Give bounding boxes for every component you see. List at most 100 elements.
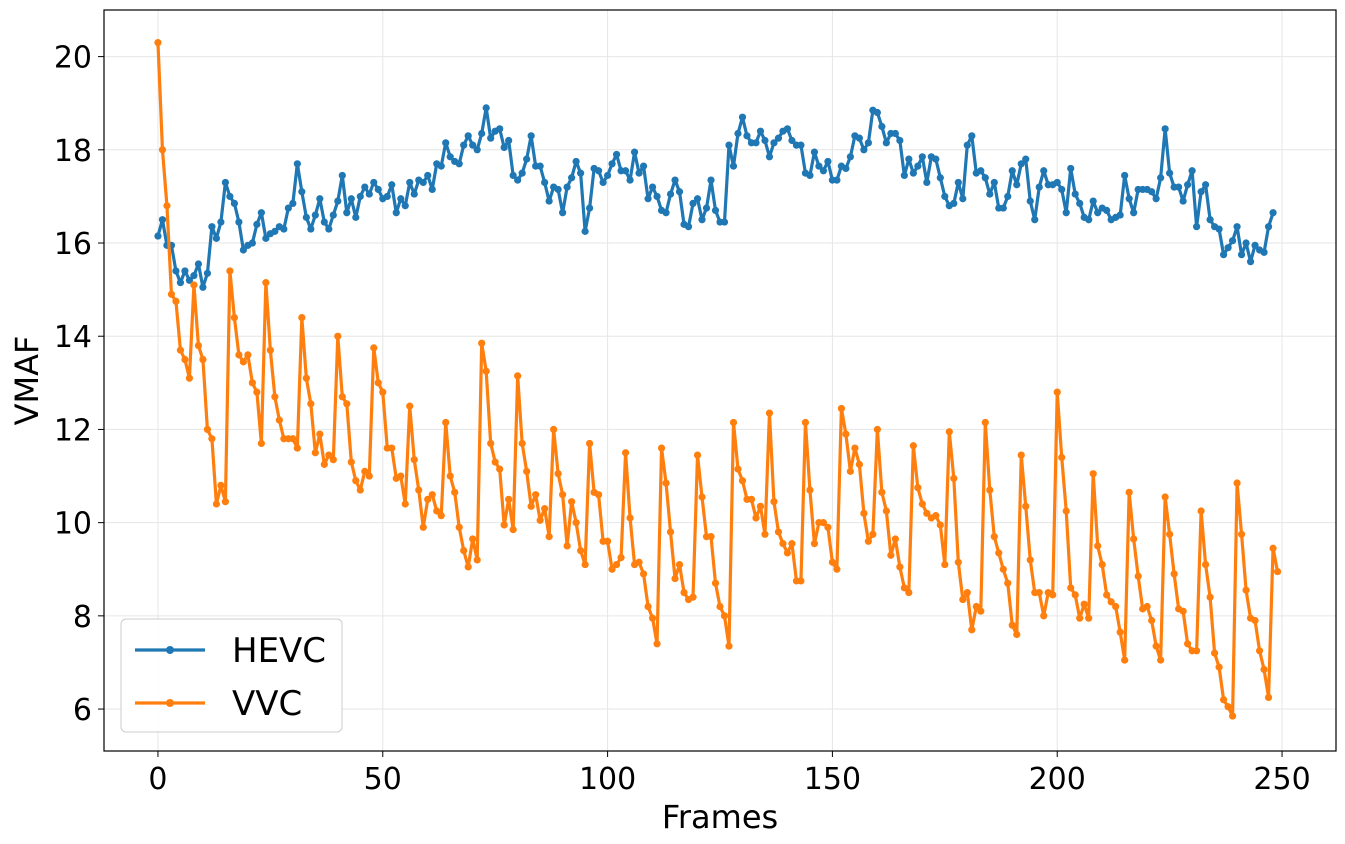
vvc-point bbox=[289, 435, 297, 443]
x-tick-label: 250 bbox=[1253, 762, 1310, 797]
vvc-point bbox=[325, 451, 333, 459]
vvc-point bbox=[896, 563, 904, 571]
hevc-point bbox=[860, 146, 868, 154]
vvc-point bbox=[1089, 470, 1097, 478]
vvc-point bbox=[1026, 556, 1034, 564]
vvc-point bbox=[320, 460, 328, 468]
vvc-point bbox=[410, 456, 418, 464]
vvc-point bbox=[1233, 479, 1241, 487]
hevc-point bbox=[514, 176, 522, 184]
vvc-point bbox=[586, 439, 594, 448]
hevc-point bbox=[914, 162, 922, 170]
vvc-point bbox=[797, 577, 805, 585]
vvc-point bbox=[644, 602, 652, 611]
hevc-point bbox=[1076, 199, 1084, 208]
vvc-point bbox=[671, 574, 679, 583]
hevc-point bbox=[158, 216, 167, 224]
vvc-point bbox=[729, 418, 738, 427]
vvc-point bbox=[1166, 530, 1174, 538]
hevc-point bbox=[950, 199, 958, 208]
vvc-point bbox=[442, 418, 450, 427]
vvc-point bbox=[338, 393, 346, 401]
vvc-point bbox=[203, 425, 212, 434]
vvc-point bbox=[460, 547, 468, 555]
vvc-point bbox=[433, 507, 441, 515]
hevc-point bbox=[639, 162, 648, 170]
hevc-point bbox=[1022, 155, 1030, 163]
hevc-point bbox=[185, 276, 194, 284]
vvc-point bbox=[711, 579, 720, 587]
grid bbox=[104, 10, 1336, 751]
vvc-point bbox=[977, 607, 985, 615]
vvc-point bbox=[568, 498, 576, 506]
hevc-point bbox=[482, 104, 490, 112]
hevc-point bbox=[311, 211, 319, 219]
vvc-point bbox=[257, 439, 265, 448]
hevc-point bbox=[932, 155, 940, 163]
vvc-point bbox=[478, 339, 486, 347]
hevc-point bbox=[1246, 258, 1255, 266]
hevc-point bbox=[343, 209, 351, 217]
hevc-point bbox=[1193, 223, 1201, 231]
hevc-point bbox=[1094, 209, 1102, 217]
vvc-point bbox=[756, 502, 765, 510]
vvc-point bbox=[968, 626, 976, 634]
hevc-point bbox=[1269, 209, 1277, 217]
vvc-point bbox=[554, 470, 562, 478]
hevc-point bbox=[720, 218, 729, 226]
hevc-point bbox=[235, 218, 243, 226]
hevc-point bbox=[1040, 167, 1048, 175]
vvc-point bbox=[842, 430, 850, 438]
hevc-point bbox=[882, 139, 890, 147]
plot-frame bbox=[103, 9, 1337, 752]
vvc-point bbox=[1121, 656, 1129, 664]
x-tick-label: 150 bbox=[804, 762, 861, 797]
hevc-point bbox=[1242, 239, 1250, 247]
vvc-point bbox=[541, 505, 549, 513]
vvc-point bbox=[1067, 584, 1075, 592]
vvc-point bbox=[1206, 593, 1214, 601]
hevc-point bbox=[194, 260, 203, 268]
vvc-point bbox=[266, 346, 274, 354]
hevc-point bbox=[689, 199, 697, 208]
hevc-point bbox=[221, 178, 230, 187]
vvc-point bbox=[379, 388, 387, 396]
vvc-point bbox=[577, 547, 585, 555]
hevc-point bbox=[981, 174, 989, 182]
vvc-point bbox=[675, 560, 684, 569]
vvc-line bbox=[156, 41, 1280, 718]
hevc-point bbox=[635, 169, 643, 177]
hevc-point bbox=[347, 195, 355, 203]
vvc-point bbox=[482, 367, 490, 375]
vvc-point bbox=[1193, 647, 1201, 655]
y-tick-label: 12 bbox=[54, 413, 92, 448]
vvc-point bbox=[370, 344, 378, 352]
vvc-point bbox=[1228, 712, 1237, 720]
hevc-point bbox=[437, 162, 445, 170]
vvc-point bbox=[226, 267, 234, 275]
hevc-point bbox=[752, 139, 760, 147]
hevc-point bbox=[1067, 164, 1075, 173]
vvc-point bbox=[239, 358, 247, 366]
vvc-point bbox=[563, 542, 571, 550]
hevc-point bbox=[361, 183, 369, 191]
vvc-point bbox=[932, 512, 940, 520]
hevc-point bbox=[648, 183, 657, 191]
hevc-point bbox=[783, 125, 792, 133]
vvc-point bbox=[936, 521, 944, 529]
vvc-point bbox=[374, 379, 382, 387]
hevc-point bbox=[212, 234, 221, 242]
vvc-point bbox=[1170, 570, 1178, 578]
hevc-point bbox=[599, 178, 607, 187]
y-tick-label: 8 bbox=[73, 600, 92, 635]
hevc-point bbox=[891, 129, 899, 138]
vvc-point bbox=[716, 602, 724, 611]
hevc-point bbox=[559, 209, 567, 217]
hevc-point bbox=[1237, 251, 1246, 259]
vvc-point bbox=[810, 540, 819, 548]
hevc-point bbox=[568, 174, 576, 182]
hevc-point bbox=[1053, 178, 1061, 187]
hevc-point bbox=[401, 202, 409, 210]
hevc-point bbox=[154, 232, 162, 240]
y-tick-label: 20 bbox=[54, 41, 92, 76]
